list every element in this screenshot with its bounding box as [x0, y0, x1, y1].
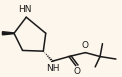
- Text: O: O: [82, 41, 89, 50]
- Text: O: O: [74, 67, 81, 76]
- Text: HN: HN: [18, 5, 32, 14]
- Text: NH: NH: [46, 64, 59, 73]
- Polygon shape: [2, 32, 14, 35]
